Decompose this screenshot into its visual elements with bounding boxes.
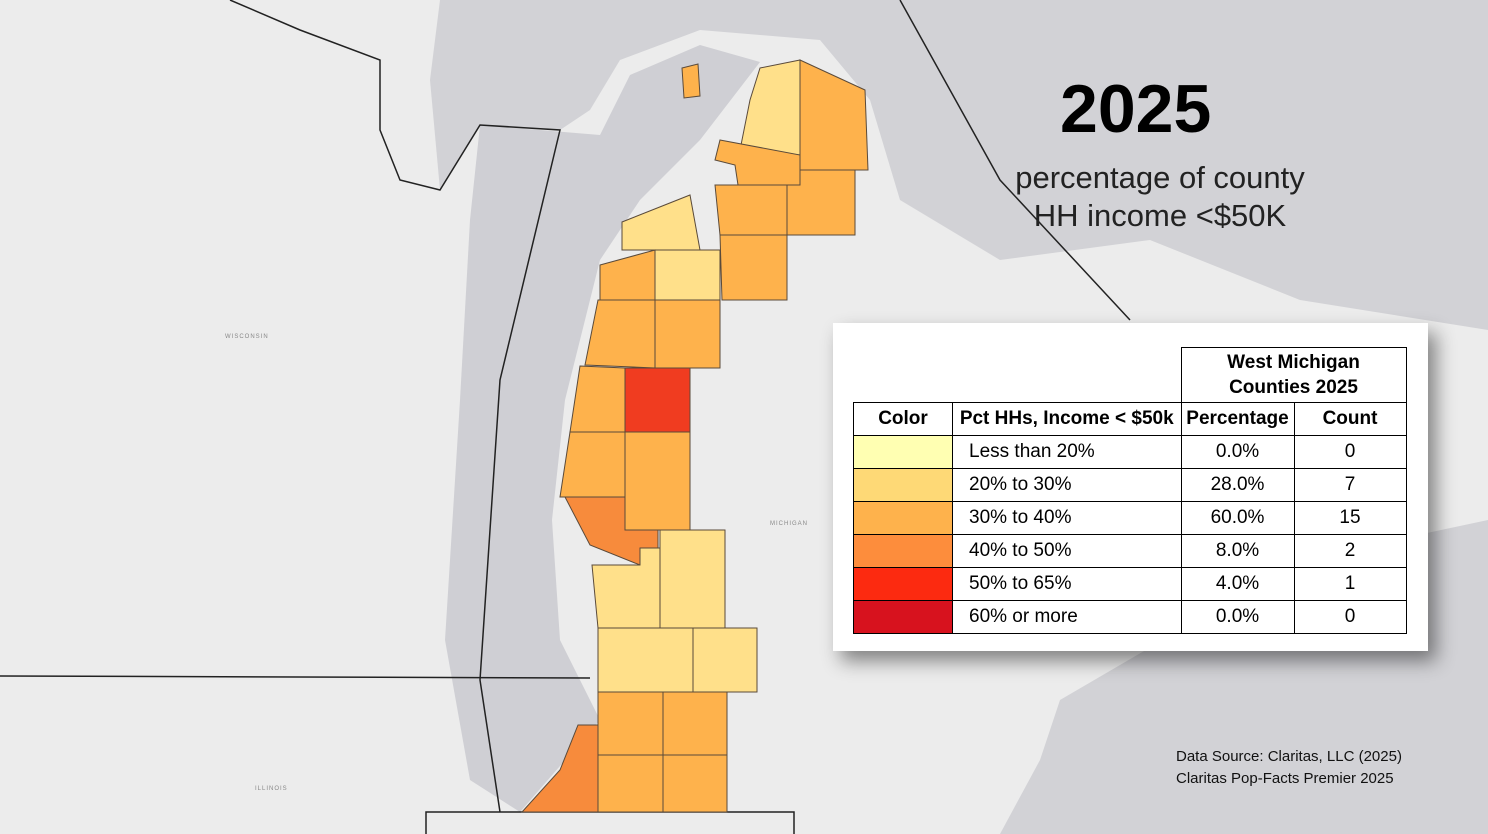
county — [662, 754, 728, 813]
count-cell: 15 — [1293, 501, 1407, 535]
count-cell: 0 — [1293, 435, 1407, 469]
county — [597, 754, 664, 813]
range-cell: 20% to 30% — [952, 468, 1182, 502]
county — [599, 249, 656, 301]
group-header: West Michigan Counties 2025 — [1180, 347, 1407, 403]
legend-panel: West Michigan Counties 2025 Color Pct HH… — [833, 323, 1428, 651]
color-swatch — [853, 567, 953, 601]
percentage-cell: 4.0% — [1180, 567, 1295, 601]
range-cell: 50% to 65% — [952, 567, 1182, 601]
subtitle: HH income <$50K — [1033, 198, 1287, 233]
map-label: MICHIGAN — [770, 521, 808, 527]
county — [624, 431, 691, 531]
title: 2025 — [1060, 71, 1212, 147]
legend-row: 60% or more 0.0% 0 — [853, 600, 1407, 634]
county — [597, 627, 694, 693]
percentage-cell: 0.0% — [1180, 600, 1295, 634]
column-header: Percentage — [1180, 402, 1295, 436]
legend-row: 50% to 65% 4.0% 1 — [853, 567, 1407, 601]
county — [799, 59, 869, 171]
county — [591, 547, 661, 629]
county — [659, 529, 726, 629]
county — [714, 184, 788, 236]
border — [899, 0, 1131, 321]
county — [584, 299, 656, 369]
column-header: Pct HHs, Income < $50k — [952, 402, 1182, 436]
county — [662, 691, 728, 756]
color-swatch — [853, 501, 953, 535]
lake-superior-huron — [430, 0, 1488, 330]
state-border — [425, 811, 795, 834]
color-swatch — [853, 468, 953, 502]
counties — [520, 59, 869, 813]
color-swatch — [853, 534, 953, 568]
county — [692, 627, 758, 693]
count-cell: 2 — [1293, 534, 1407, 568]
percentage-cell: 28.0% — [1180, 468, 1295, 502]
count-cell: 1 — [1293, 567, 1407, 601]
county — [569, 365, 626, 433]
source: Data Source: Claritas, LLC (2025) — [1176, 748, 1402, 765]
state-border — [0, 675, 591, 679]
county — [654, 299, 721, 369]
count-cell: 0 — [1293, 600, 1407, 634]
range-cell: 40% to 50% — [952, 534, 1182, 568]
island — [681, 63, 701, 99]
count-cell: 7 — [1293, 468, 1407, 502]
percentage-cell: 8.0% — [1180, 534, 1295, 568]
color-swatch — [853, 600, 953, 634]
legend-row: 20% to 30% 28.0% 7 — [853, 468, 1407, 502]
range-cell: 30% to 40% — [952, 501, 1182, 535]
legend-row: 40% to 50% 8.0% 2 — [853, 534, 1407, 568]
column-header: Color — [853, 402, 953, 436]
county — [719, 234, 788, 301]
county — [597, 691, 664, 756]
column-header: Count — [1293, 402, 1407, 436]
map-label: WISCONSIN — [225, 334, 269, 340]
county — [520, 724, 599, 813]
map-label: ILLINOIS — [255, 786, 288, 792]
source: Claritas Pop-Facts Premier 2025 — [1176, 770, 1394, 787]
range-cell: 60% or more — [952, 600, 1182, 634]
county — [559, 431, 626, 498]
percentage-cell: 0.0% — [1180, 435, 1295, 469]
county — [624, 367, 691, 433]
county — [654, 249, 721, 301]
lake-michigan — [445, 45, 760, 812]
legend-row: Less than 20% 0.0% 0 — [853, 435, 1407, 469]
legend-row: 30% to 40% 60.0% 15 — [853, 501, 1407, 535]
subtitle: percentage of county — [1015, 160, 1305, 195]
color-swatch — [853, 435, 953, 469]
legend-table: West Michigan Counties 2025 Color Pct HH… — [853, 347, 1407, 634]
state-border — [229, 0, 561, 813]
percentage-cell: 60.0% — [1180, 501, 1295, 535]
range-cell: Less than 20% — [952, 435, 1182, 469]
